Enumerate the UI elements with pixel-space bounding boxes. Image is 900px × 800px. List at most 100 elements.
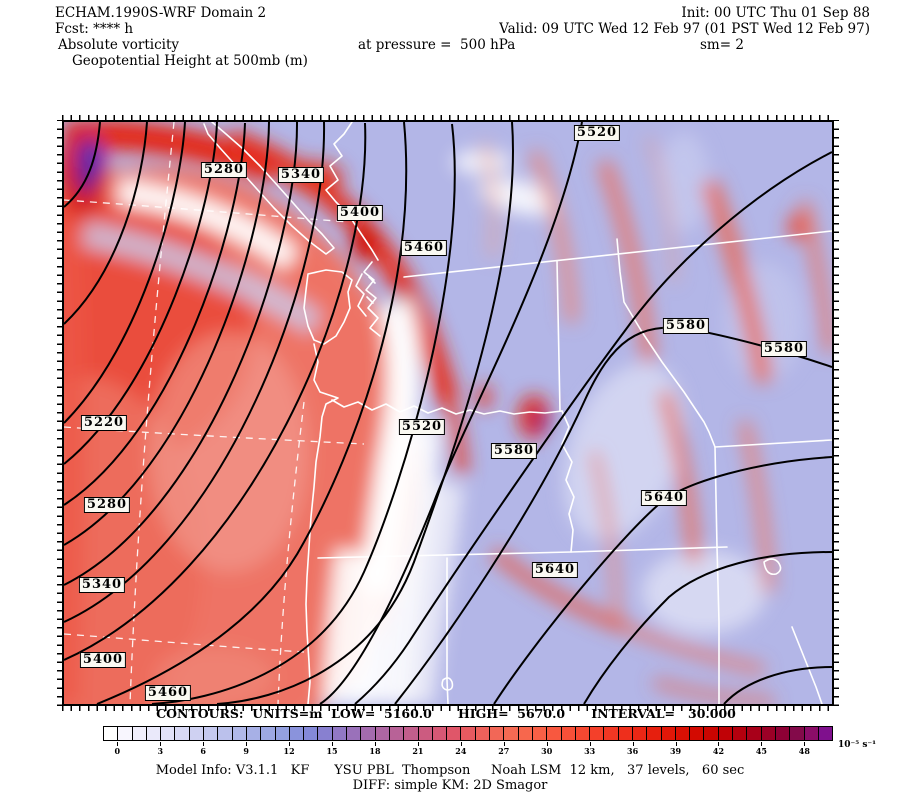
colorbar-tick-label: 48 xyxy=(798,746,810,756)
colorbar-tick xyxy=(117,742,119,746)
colorbar-cell xyxy=(432,727,448,740)
colorbar-cell xyxy=(704,727,719,740)
colorbar-cell xyxy=(261,727,276,740)
height-contours xyxy=(64,122,832,704)
colorbar-cell xyxy=(818,727,833,740)
contour-label: 5520 xyxy=(398,419,446,435)
border-wa-or xyxy=(331,399,563,415)
colorbar-tick-label: 21 xyxy=(412,746,424,756)
colorbar-cell xyxy=(647,727,662,740)
contour-info-line: CONTOURS: UNITS=m LOW= 5160.0 HIGH= 5670… xyxy=(156,706,736,721)
colorbar-tick xyxy=(546,742,548,746)
colorbar-tick xyxy=(761,742,763,746)
colorbar-cell xyxy=(461,727,476,740)
colorbar-cell xyxy=(246,727,262,740)
colorbar-tick xyxy=(289,742,291,746)
colorbar-cell xyxy=(747,727,762,740)
contour-label: 5400 xyxy=(336,205,384,221)
colorbar-tick xyxy=(332,742,334,746)
colorbar-cell xyxy=(690,727,705,740)
colorbar-cell xyxy=(618,727,633,740)
colorbar-cell xyxy=(389,727,405,740)
colorbar-cell xyxy=(104,727,119,740)
colorbar-cell xyxy=(347,727,362,740)
contour-label: 5580 xyxy=(760,341,808,357)
pressure-level: at pressure = 500 hPa xyxy=(358,37,516,53)
colorbar-cell xyxy=(132,727,147,740)
colorbar xyxy=(103,726,833,741)
colorbar-cell xyxy=(733,727,748,740)
colorbar-cell xyxy=(204,727,219,740)
colorbar-tick-label: 27 xyxy=(498,746,510,756)
colorbar-cell xyxy=(604,727,619,740)
colorbar-cell xyxy=(332,727,348,740)
colorbar-cell xyxy=(232,727,247,740)
contour-label: 5520 xyxy=(573,125,621,141)
colorbar-cell xyxy=(804,727,819,740)
init-time: Init: 00 UTC Thu 01 Sep 88 xyxy=(681,5,870,21)
contour-label: 5400 xyxy=(79,652,127,668)
map-panel: 5520 5280 5340 5400 5460 5580 5580 5220 5520 5580… xyxy=(57,115,839,711)
colorbar-cell xyxy=(490,727,505,740)
colorbar-unit: 10⁻⁵ s⁻¹ xyxy=(838,740,877,750)
coast-bc xyxy=(325,122,379,261)
contour-label: 5340 xyxy=(78,577,126,593)
colorbar-tick-label: 9 xyxy=(243,746,249,756)
colorbar-tick-label: 18 xyxy=(369,746,381,756)
colorbar-cell xyxy=(590,727,605,740)
colorbar-tick xyxy=(203,742,205,746)
colorbar-cell xyxy=(575,727,591,740)
colorbar-tick xyxy=(160,742,162,746)
colorbar-cell xyxy=(775,727,791,740)
colorbar-tick-label: 36 xyxy=(627,746,639,756)
colorbar-cell xyxy=(532,727,548,740)
colorbar-cell xyxy=(518,727,533,740)
model-info-line: Model Info: V3.1.1 KF YSU PBL Thompson N… xyxy=(155,763,745,778)
colorbar-tick xyxy=(804,742,806,746)
colorbar-cell xyxy=(632,727,648,740)
model-title: ECHAM.1990S-WRF Domain 2 xyxy=(55,5,267,21)
colorbar-tick xyxy=(632,742,634,746)
colorbar-cell xyxy=(418,727,433,740)
colorbar-cell xyxy=(304,727,319,740)
contour-label: 5460 xyxy=(144,685,192,701)
colorbar-cell xyxy=(289,727,305,740)
contour-label: 5340 xyxy=(277,167,325,183)
diff-info-line: DIFF: simple KM: 2D Smagor xyxy=(352,778,548,793)
map-canvas xyxy=(64,122,832,704)
colorbar-cell xyxy=(189,727,205,740)
colorbar-tick xyxy=(374,742,376,746)
colorbar-cell xyxy=(475,727,491,740)
contour-label: 5280 xyxy=(83,497,131,513)
forecast-hour: Fcst: **** h xyxy=(55,21,134,37)
contour-label: 5580 xyxy=(662,318,710,334)
contour-label: 5580 xyxy=(490,443,538,459)
colorbar-cell xyxy=(275,727,290,740)
colorbar-tick-label: 12 xyxy=(283,746,295,756)
border-or-id xyxy=(561,410,575,553)
coast-olympic xyxy=(303,269,353,345)
colorbar-tick xyxy=(460,742,462,746)
colorbar-cell xyxy=(218,727,233,740)
valid-time: Valid: 09 UTC Wed 12 Feb 97 (01 PST Wed … xyxy=(499,21,870,37)
colorbar-cell xyxy=(675,727,691,740)
colorbar-cell xyxy=(790,727,805,740)
colorbar-cell xyxy=(561,727,576,740)
colorbar-tick xyxy=(589,742,591,746)
colorbar-tick-label: 45 xyxy=(755,746,767,756)
colorbar-tick-label: 39 xyxy=(669,746,682,756)
colorbar-tick-label: 24 xyxy=(455,746,467,756)
contour-field-name: Geopotential Height at 500mb (m) xyxy=(72,53,308,69)
colorbar-tick xyxy=(417,742,419,746)
colorbar-cell xyxy=(761,727,776,740)
colorbar-tick-label: 42 xyxy=(712,746,725,756)
colorbar-tick xyxy=(246,742,248,746)
colorbar-cell xyxy=(175,727,190,740)
colorbar-tick-label: 6 xyxy=(200,746,206,756)
lake-yellowstone xyxy=(763,558,782,576)
contour-label: 5640 xyxy=(531,562,579,578)
smoothing-info: sm= 2 xyxy=(700,37,744,53)
field-name: Absolute vorticity xyxy=(58,37,180,53)
colorbar-cell xyxy=(547,727,562,740)
